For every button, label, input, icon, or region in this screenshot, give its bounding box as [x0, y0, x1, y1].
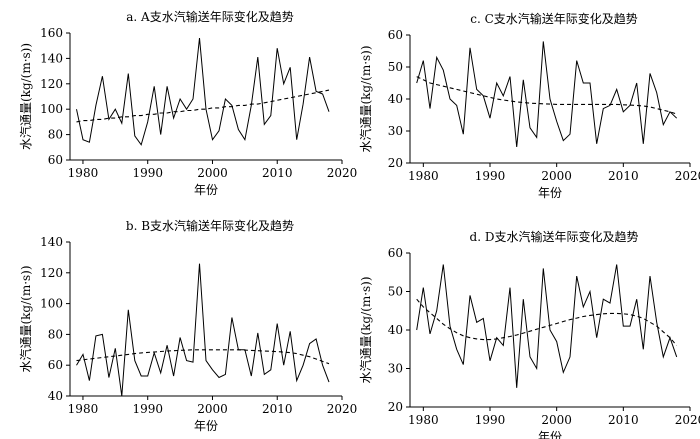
x-tick-label: 2020 [675, 169, 700, 183]
x-tick-label: 2010 [608, 413, 639, 427]
x-tick-label: 1990 [132, 166, 163, 180]
y-tick-label: 100 [40, 297, 63, 311]
x-tick-label: 2000 [541, 413, 572, 427]
panel-d: d. D支水汽输送年际变化及趋势 20 30 40 50 60 1980 1990 2000 20… [358, 229, 700, 439]
y-tick-label: 20 [388, 400, 403, 414]
x-tick-label: 2010 [608, 169, 639, 183]
y-tick-label: 120 [40, 77, 63, 91]
y-tick-label: 60 [48, 358, 63, 372]
panel-a: a. A支水汽输送年际变化及趋势 60 80 100 120 140 160 1980 1990… [18, 9, 357, 197]
y-tick-label: 80 [48, 327, 63, 341]
y-axis-label: 水汽通量(kg/(m·s)) [358, 276, 373, 383]
panel-title: b. B支水汽输送年际变化及趋势 [126, 218, 294, 233]
series-line [76, 38, 330, 146]
x-tick-label: 2010 [262, 166, 293, 180]
x-axis-label: 年份 [538, 186, 562, 200]
series-line [416, 41, 678, 148]
y-tick-label: 30 [388, 362, 403, 376]
x-tick-label: 2000 [197, 402, 228, 416]
x-tick-label: 1980 [408, 169, 439, 183]
y-tick-label: 20 [388, 156, 403, 170]
x-tick-label: 1990 [132, 402, 163, 416]
x-tick-label: 1990 [475, 413, 506, 427]
y-tick-label: 60 [388, 28, 403, 42]
y-tick-label: 30 [388, 124, 403, 138]
panel-b: b. B支水汽输送年际变化及趋势 40 60 80 100 120 140 1980 1990 2… [18, 218, 357, 433]
x-tick-label: 1980 [68, 166, 99, 180]
series-line [76, 263, 330, 397]
x-tick-label: 2020 [675, 413, 700, 427]
y-tick-label: 160 [40, 26, 63, 40]
panel-c: c. C支水汽输送年际变化及趋势 20 30 40 50 60 1980 1990 2000 20… [358, 11, 700, 200]
y-tick-label: 50 [388, 60, 403, 74]
y-axis-label: 水汽通量(kg/(m·s)) [358, 45, 373, 152]
y-axis-label: 水汽通量(kg/(m·s)) [18, 265, 33, 372]
y-tick-label: 120 [40, 266, 63, 280]
x-tick-label: 1980 [408, 413, 439, 427]
trend-line [416, 298, 678, 346]
x-axis-label: 年份 [538, 430, 562, 439]
y-tick-label: 60 [48, 153, 63, 167]
x-tick-label: 2020 [327, 166, 358, 180]
x-tick-label: 1980 [68, 402, 99, 416]
panel-title: a. A支水汽输送年际变化及趋势 [126, 9, 293, 24]
panel-title: c. C支水汽输送年际变化及趋势 [470, 11, 638, 26]
y-tick-label: 140 [40, 51, 63, 65]
trend-line [416, 76, 677, 115]
x-tick-label: 2000 [197, 166, 228, 180]
trend-line [76, 349, 330, 365]
trend-line [76, 89, 330, 123]
y-tick-label: 140 [40, 235, 63, 249]
y-axis-label: 水汽通量(kg/(m·s)) [18, 43, 33, 150]
y-tick-label: 60 [388, 246, 403, 260]
x-tick-label: 2020 [327, 402, 358, 416]
x-tick-label: 2000 [541, 169, 572, 183]
x-axis-label: 年份 [194, 419, 218, 433]
x-tick-label: 1990 [475, 169, 506, 183]
y-tick-label: 40 [388, 92, 403, 106]
y-tick-label: 40 [388, 323, 403, 337]
y-tick-label: 40 [48, 389, 63, 403]
series-line [416, 264, 678, 388]
panel-title: d. D支水汽输送年际变化及趋势 [470, 229, 639, 244]
y-tick-label: 100 [40, 102, 63, 116]
x-axis-label: 年份 [194, 183, 218, 197]
x-tick-label: 2010 [262, 402, 293, 416]
y-tick-label: 50 [388, 285, 403, 299]
y-tick-label: 80 [48, 128, 63, 142]
